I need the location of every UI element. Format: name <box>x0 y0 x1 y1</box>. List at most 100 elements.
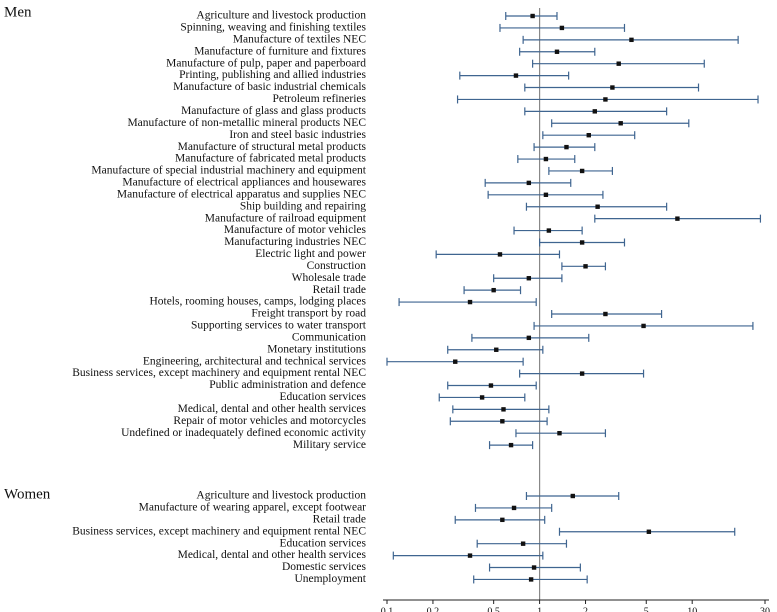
point-estimate <box>543 192 549 197</box>
row-label: Manufacture of electrical appliances and… <box>122 177 366 189</box>
row-label: Education services <box>279 537 366 549</box>
forest-row: Freight transport by road <box>251 308 663 320</box>
row-label: Manufacture of wearing apparel, except f… <box>139 502 366 514</box>
row-label: Manufacture of structural metal products <box>178 141 367 153</box>
row-label: Wholesale trade <box>292 272 366 284</box>
row-label: Manufacture of furniture and fixtures <box>194 45 366 57</box>
forest-row: Manufacture of railroad equipment <box>205 212 762 224</box>
forest-row: Manufacture of electrical apparatus and … <box>117 188 604 200</box>
rows-layer: Men Agriculture and livestock productionS… <box>4 4 762 585</box>
point-estimate <box>530 13 535 19</box>
row-label: Agriculture and livestock production <box>196 10 366 22</box>
forest-row: Petroleum refineries <box>272 93 759 105</box>
row-label: Business services, except machinery and … <box>72 367 366 379</box>
row-label: Unemployment <box>294 573 366 585</box>
x-tick-label: 30 <box>760 606 770 612</box>
point-estimate <box>528 577 534 582</box>
point-estimate <box>603 97 608 102</box>
row-label: Manufacture of textiles NEC <box>233 33 366 45</box>
row-label: Undefined or inadequately defined econom… <box>121 427 366 439</box>
point-estimate <box>526 335 532 341</box>
point-estimate <box>546 228 552 233</box>
point-estimate <box>513 73 519 78</box>
x-axis: 0.1 0.2 0.5 1 2 5 10 30 <box>381 599 770 612</box>
point-estimate <box>564 144 569 150</box>
forest-row: Manufacture of glass and glass products <box>181 105 668 117</box>
row-label: Ship building and repairing <box>240 200 366 212</box>
row-label: Domestic services <box>282 561 367 573</box>
row-label: Retail trade <box>313 513 366 525</box>
forest-row: Medical, dental and other health service… <box>178 549 544 561</box>
forest-row: Business services, except machinery and … <box>72 525 736 537</box>
row-label: Manufacture of basic industrial chemical… <box>173 81 366 93</box>
point-estimate <box>467 553 473 558</box>
forest-row: Education services <box>279 391 526 403</box>
forest-row: Education services <box>279 537 568 549</box>
point-estimate <box>579 240 585 245</box>
row-label: Manufacture of pulp, paper and paperboar… <box>166 57 366 69</box>
point-estimate <box>603 311 608 317</box>
row-label: Communication <box>292 331 366 343</box>
point-estimate <box>508 442 514 448</box>
point-estimate <box>579 168 585 174</box>
point-estimate <box>543 156 549 162</box>
point-estimate <box>526 180 532 186</box>
forest-row: Engineering, architectural and technical… <box>143 355 524 367</box>
forest-row: Manufacture of motor vehicles <box>224 224 583 236</box>
point-estimate <box>618 121 623 126</box>
point-estimate <box>559 25 565 31</box>
point-estimate <box>583 264 588 269</box>
row-label: Monetary institutions <box>267 343 366 355</box>
row-label: Hotels, rooming houses, camps, lodging p… <box>149 296 366 308</box>
point-estimate <box>494 347 499 352</box>
row-label: Iron and steel basic industries <box>229 129 366 141</box>
row-label: Retail trade <box>313 284 366 296</box>
forest-row: Repair of motor vehicles and motorcycles <box>173 415 548 427</box>
forest-row: Manufacture of structural metal products <box>178 141 596 153</box>
forest-row: Manufacture of furniture and fixtures <box>194 45 596 57</box>
forest-row: Ship building and repairing <box>240 200 668 212</box>
point-estimate <box>586 133 591 138</box>
point-estimate <box>453 359 458 364</box>
forest-row: Manufacture of electrical appliances and… <box>122 177 572 189</box>
forest-row: Hotels, rooming houses, camps, lodging p… <box>149 296 537 308</box>
forest-row: Retail trade <box>313 513 546 525</box>
forest-row: Agriculture and livestock production <box>196 490 620 502</box>
row-label: Manufacture of non-metallic mineral prod… <box>127 117 366 129</box>
row-label: Agriculture and livestock production <box>196 490 366 502</box>
point-estimate <box>520 541 526 546</box>
x-tick-label: 10 <box>687 606 697 612</box>
forest-row: Manufacture of non-metallic mineral prod… <box>127 117 690 129</box>
point-estimate <box>497 252 503 257</box>
forest-row: Manufacture of fabricated metal products <box>175 153 576 165</box>
point-estimate <box>646 529 652 534</box>
forest-row: Communication <box>292 331 590 343</box>
point-estimate <box>595 204 600 209</box>
point-estimate <box>592 109 597 114</box>
point-estimate <box>501 407 506 412</box>
row-label: Electric light and power <box>255 248 366 260</box>
x-tick-label: 0.1 <box>381 606 394 612</box>
point-estimate <box>616 61 621 66</box>
forest-row: Wholesale trade <box>292 272 563 284</box>
forest-row: Business services, except machinery and … <box>72 367 645 379</box>
forest-row: Unemployment <box>294 573 588 585</box>
forest-row: Construction <box>307 260 607 272</box>
point-estimate <box>641 323 646 329</box>
row-label: Manufacture of special industrial machin… <box>91 165 366 177</box>
row-label: Freight transport by road <box>251 308 366 320</box>
point-estimate <box>511 505 517 511</box>
forest-row: Supporting services to water transport <box>191 320 754 332</box>
forest-row: Electric light and power <box>255 248 561 260</box>
group-title-women: Women <box>4 486 51 502</box>
x-tick-label: 2 <box>583 606 588 612</box>
point-estimate <box>629 37 634 43</box>
point-estimate <box>531 565 537 570</box>
row-label: Printing, publishing and allied industri… <box>179 69 366 81</box>
point-estimate <box>554 49 560 54</box>
row-label: Business services, except machinery and … <box>72 525 366 537</box>
point-estimate <box>479 395 485 400</box>
point-estimate <box>610 85 615 90</box>
forest-row: Manufacturing industries NEC <box>224 236 626 248</box>
